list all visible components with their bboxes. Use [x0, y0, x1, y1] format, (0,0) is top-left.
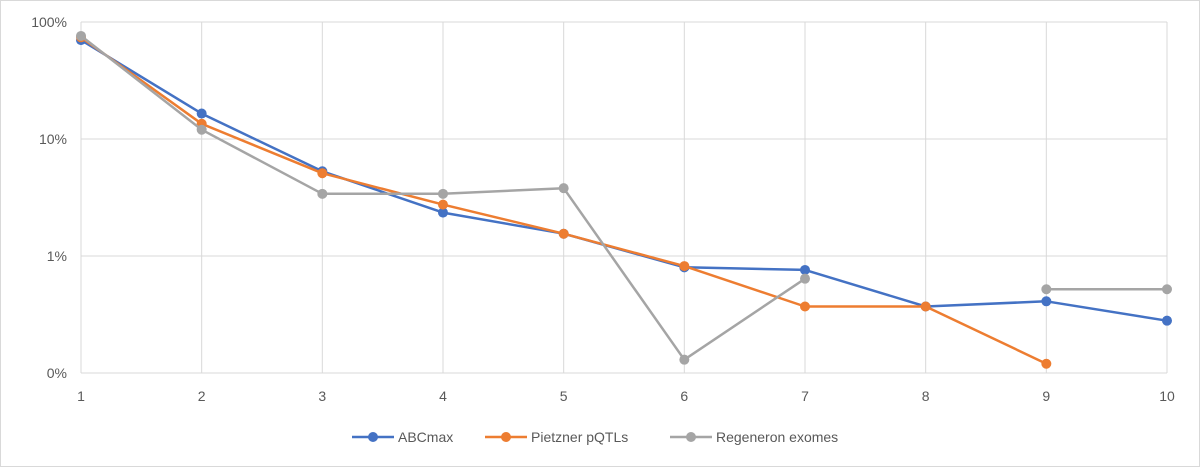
x-tick-label: 10 — [1159, 388, 1175, 404]
data-point-pietzner-pqtls — [800, 301, 810, 312]
data-point-regeneron-exomes — [1041, 284, 1052, 295]
x-tick-label: 6 — [680, 388, 688, 404]
legend-marker — [686, 432, 696, 442]
x-tick-label: 8 — [922, 388, 930, 404]
data-point-abcmax — [438, 207, 448, 218]
data-point-abcmax — [1162, 315, 1172, 326]
x-axis-tick-labels: 1 2 3 4 5 6 7 8 9 10 — [77, 388, 1175, 404]
data-point-pietzner-pqtls — [679, 261, 690, 272]
legend-item: ABCmax — [352, 429, 453, 445]
series-line-abcmax — [79, 38, 1169, 322]
legend-item: Regeneron exomes — [670, 429, 838, 445]
legend-label: ABCmax — [398, 429, 453, 445]
data-point-pietzner-pqtls — [920, 301, 931, 312]
data-point-abcmax — [1041, 296, 1052, 307]
data-point-abcmax — [800, 264, 810, 275]
data-point-regeneron-exomes — [76, 30, 86, 41]
legend-marker — [501, 432, 511, 442]
grid — [80, 21, 1168, 374]
x-tick-label: 2 — [198, 388, 206, 404]
y-tick-label: 1% — [47, 248, 67, 264]
x-tick-label: 9 — [1042, 388, 1050, 404]
data-point-regeneron-exomes — [679, 354, 690, 365]
data-point-regeneron-exomes — [800, 273, 810, 284]
data-point-regeneron-exomes — [317, 188, 328, 199]
legend-label: Regeneron exomes — [716, 429, 838, 445]
data-point-regeneron-exomes — [558, 183, 569, 194]
x-tick-label: 3 — [318, 388, 326, 404]
y-tick-label: 10% — [39, 131, 67, 147]
data-point-regeneron-exomes — [196, 124, 207, 135]
legend-marker — [368, 432, 378, 442]
legend-item: Pietzner pQTLs — [485, 429, 628, 445]
x-tick-label: 4 — [439, 388, 447, 404]
y-tick-label: 0% — [47, 365, 67, 381]
data-point-pietzner-pqtls — [317, 168, 328, 179]
x-tick-label: 7 — [801, 388, 809, 404]
x-tick-label: 5 — [560, 388, 568, 404]
data-point-abcmax — [196, 108, 207, 119]
series-abcmax — [76, 35, 1172, 326]
legend-label: Pietzner pQTLs — [531, 429, 628, 445]
legend: ABCmax Pietzner pQTLs Regeneron exomes — [352, 429, 838, 445]
series-group — [76, 30, 1172, 369]
y-axis-tick-labels: 0% 1% 10% 100% — [31, 14, 67, 381]
data-point-pietzner-pqtls — [558, 228, 569, 239]
x-tick-label: 1 — [77, 388, 85, 404]
y-tick-label: 100% — [31, 14, 67, 30]
series-regeneron-exomes — [76, 30, 1172, 365]
data-point-regeneron-exomes — [1162, 284, 1172, 295]
data-point-regeneron-exomes — [438, 188, 448, 199]
data-point-pietzner-pqtls — [438, 199, 448, 210]
data-point-pietzner-pqtls — [1041, 358, 1052, 369]
